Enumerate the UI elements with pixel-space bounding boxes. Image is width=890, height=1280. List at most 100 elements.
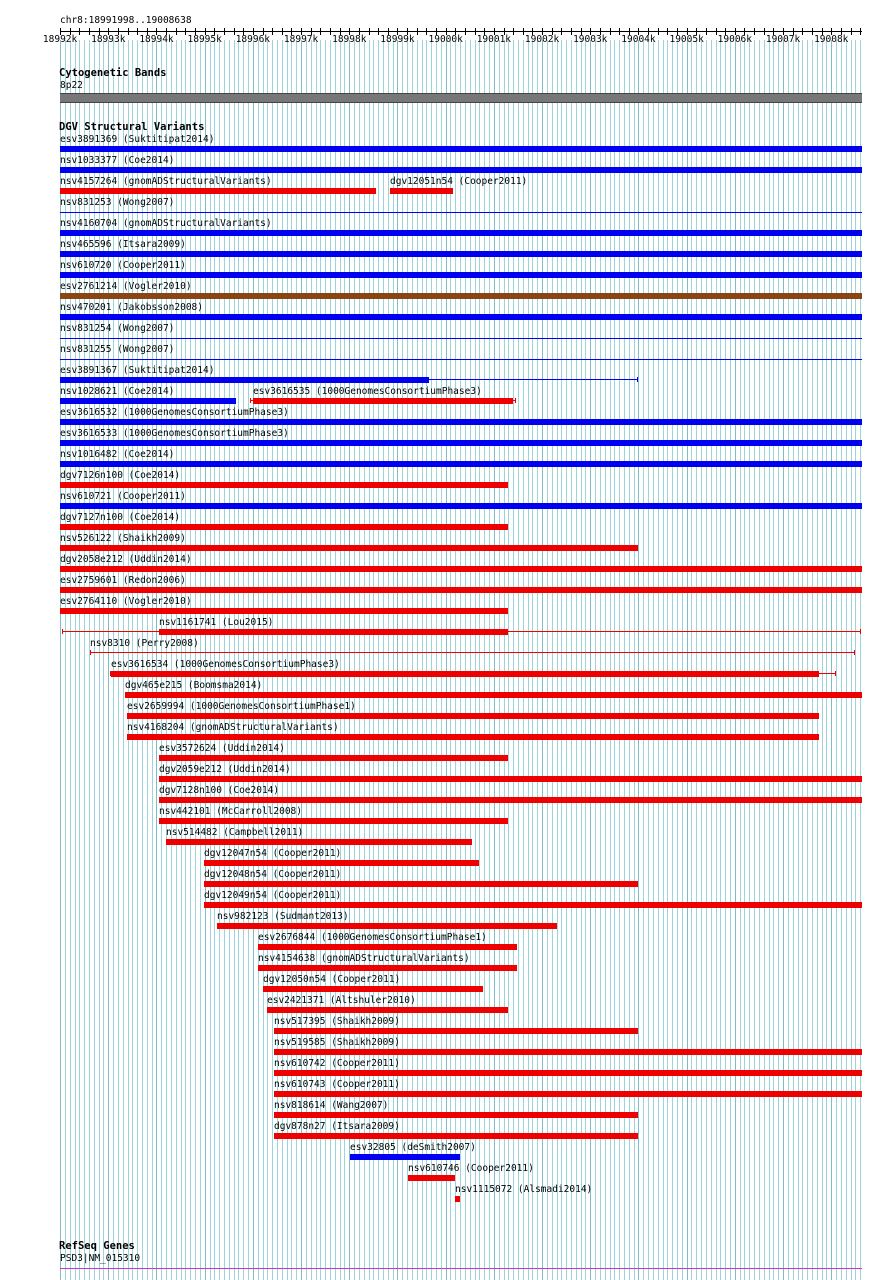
sv-bar[interactable] (60, 251, 862, 257)
sv-label[interactable]: dgv7126n100 (Coe2014) (60, 470, 181, 481)
sv-bar[interactable] (252, 398, 514, 404)
cytoband-bar[interactable] (60, 93, 862, 103)
sv-label[interactable]: nsv8310 (Perry2008) (90, 638, 199, 649)
sv-label[interactable]: esv3616532 (1000GenomesConsortiumPhase3) (60, 407, 289, 418)
sv-whisker-cap[interactable] (514, 398, 516, 403)
sv-label[interactable]: nsv610743 (Cooper2011) (274, 1079, 400, 1090)
sv-label[interactable]: dgv2058e212 (Uddin2014) (60, 554, 192, 565)
sv-label[interactable]: esv2421371 (Altshuler2010) (267, 995, 416, 1006)
sv-label[interactable]: esv2659994 (1000GenomesConsortiumPhase1) (127, 701, 356, 712)
sv-bar[interactable] (60, 545, 638, 551)
sv-label[interactable]: esv2676844 (1000GenomesConsortiumPhase1) (258, 932, 487, 943)
sv-label[interactable]: nsv519585 (Shaikh2009) (274, 1037, 400, 1048)
sv-bar[interactable] (60, 338, 862, 339)
sv-bar[interactable] (60, 566, 862, 572)
sv-whisker-cap[interactable] (89, 650, 91, 655)
sv-bar[interactable] (274, 1028, 638, 1034)
sv-bar[interactable] (60, 314, 862, 320)
sv-bar[interactable] (60, 146, 862, 152)
sv-label[interactable]: nsv1161741 (Lou2015) (159, 617, 274, 628)
sv-whisker-cap[interactable] (860, 629, 862, 634)
sv-bar[interactable] (158, 776, 862, 782)
sv-label[interactable]: esv3616535 (1000GenomesConsortiumPhase3) (253, 386, 482, 397)
sv-bar[interactable] (60, 212, 862, 213)
sv-whisker-cap[interactable] (250, 398, 252, 403)
sv-label[interactable]: esv3891367 (Suktitipat2014) (60, 365, 215, 376)
sv-label[interactable]: nsv818614 (Wang2007) (274, 1100, 389, 1111)
refseq-gene-label[interactable]: PSD3|NM_015310 (60, 1253, 141, 1264)
sv-bar[interactable] (204, 860, 480, 866)
sv-label[interactable]: dgv7127n100 (Coe2014) (60, 512, 181, 523)
sv-label[interactable]: esv2761214 (Vogler2010) (60, 281, 192, 292)
sv-label[interactable]: dgv878n27 (Itsara2009) (274, 1121, 400, 1132)
sv-label[interactable]: nsv526122 (Shaikh2009) (60, 533, 186, 544)
sv-bar[interactable] (166, 839, 473, 845)
sv-label[interactable]: nsv442101 (McCarroll2008) (159, 806, 302, 817)
sv-bar[interactable] (60, 293, 862, 299)
sv-label[interactable]: dgv7128n100 (Coe2014) (159, 785, 280, 796)
sv-label[interactable]: nsv1033377 (Coe2014) (60, 155, 175, 166)
sv-bar[interactable] (60, 440, 862, 446)
sv-bar[interactable] (127, 713, 820, 719)
sv-label[interactable]: dgv12051n54 (Cooper2011) (390, 176, 528, 187)
sv-bar[interactable] (60, 419, 862, 425)
sv-bar[interactable] (274, 1049, 862, 1055)
sv-bar[interactable] (267, 1007, 509, 1013)
sv-label[interactable]: nsv4154638 (gnomADStructuralVariants) (258, 953, 470, 964)
sv-bar[interactable] (60, 524, 509, 530)
sv-bar[interactable] (60, 359, 862, 360)
sv-bar[interactable] (60, 587, 862, 593)
sv-label[interactable]: nsv610720 (Cooper2011) (60, 260, 186, 271)
sv-bar[interactable] (158, 818, 509, 824)
sv-bar[interactable] (125, 692, 862, 698)
sv-bar[interactable] (60, 503, 862, 509)
sv-bar[interactable] (60, 377, 429, 383)
sv-label[interactable]: esv3572624 (Uddin2014) (159, 743, 285, 754)
sv-label[interactable]: nsv470201 (Jakobsson2008) (60, 302, 203, 313)
sv-label[interactable]: nsv465596 (Itsara2009) (60, 239, 186, 250)
sv-label[interactable]: esv2764110 (Vogler2010) (60, 596, 192, 607)
sv-label[interactable]: dgv12049n54 (Cooper2011) (204, 890, 342, 901)
sv-label[interactable]: nsv610742 (Cooper2011) (274, 1058, 400, 1069)
sv-label[interactable]: dgv12048n54 (Cooper2011) (204, 869, 342, 880)
sv-label[interactable]: nsv514482 (Campbell2011) (166, 827, 304, 838)
sv-bar[interactable] (390, 188, 453, 194)
sv-bar[interactable] (60, 608, 509, 614)
sv-label[interactable]: nsv982123 (Sudmant2013) (217, 911, 349, 922)
sv-whisker-cap[interactable] (835, 671, 837, 676)
sv-label[interactable]: dgv12050n54 (Cooper2011) (263, 974, 401, 985)
refseq-gene-line[interactable] (60, 1268, 862, 1269)
sv-bar[interactable] (60, 482, 509, 488)
sv-label[interactable]: nsv1115072 (Alsmadi2014) (455, 1184, 593, 1195)
sv-label[interactable]: nsv610721 (Cooper2011) (60, 491, 186, 502)
sv-label[interactable]: nsv831255 (Wong2007) (60, 344, 175, 355)
sv-label[interactable]: nsv4168204 (gnomADStructuralVariants) (127, 722, 339, 733)
sv-bar[interactable] (60, 461, 862, 467)
sv-whisker-cap[interactable] (854, 650, 856, 655)
sv-bar[interactable] (262, 986, 483, 992)
sv-bar[interactable] (216, 923, 557, 929)
sv-whisker[interactable] (89, 652, 856, 653)
sv-bar[interactable] (274, 1070, 862, 1076)
sv-bar[interactable] (204, 881, 638, 887)
sv-label[interactable]: esv3616534 (1000GenomesConsortiumPhase3) (111, 659, 340, 670)
sv-bar[interactable] (158, 797, 862, 803)
sv-bar[interactable] (455, 1196, 460, 1202)
sv-whisker-cap[interactable] (636, 377, 638, 382)
sv-label[interactable]: nsv831254 (Wong2007) (60, 323, 175, 334)
sv-label[interactable]: nsv831253 (Wong2007) (60, 197, 175, 208)
sv-label[interactable]: nsv610746 (Cooper2011) (408, 1163, 534, 1174)
sv-label[interactable]: nsv4160704 (gnomADStructuralVariants) (60, 218, 272, 229)
sv-bar[interactable] (274, 1112, 638, 1118)
sv-label[interactable]: dgv2059e212 (Uddin2014) (159, 764, 291, 775)
sv-bar[interactable] (158, 629, 509, 635)
sv-bar[interactable] (257, 944, 517, 950)
sv-label[interactable]: dgv12047n54 (Cooper2011) (204, 848, 342, 859)
sv-bar[interactable] (158, 755, 509, 761)
sv-label[interactable]: nsv1028621 (Coe2014) (60, 386, 175, 397)
sv-label[interactable]: dgv465e215 (Boomsma2014) (125, 680, 263, 691)
sv-bar[interactable] (350, 1154, 461, 1160)
sv-bar[interactable] (127, 734, 820, 740)
sv-bar[interactable] (204, 902, 862, 908)
sv-label[interactable]: esv3616533 (1000GenomesConsortiumPhase3) (60, 428, 289, 439)
